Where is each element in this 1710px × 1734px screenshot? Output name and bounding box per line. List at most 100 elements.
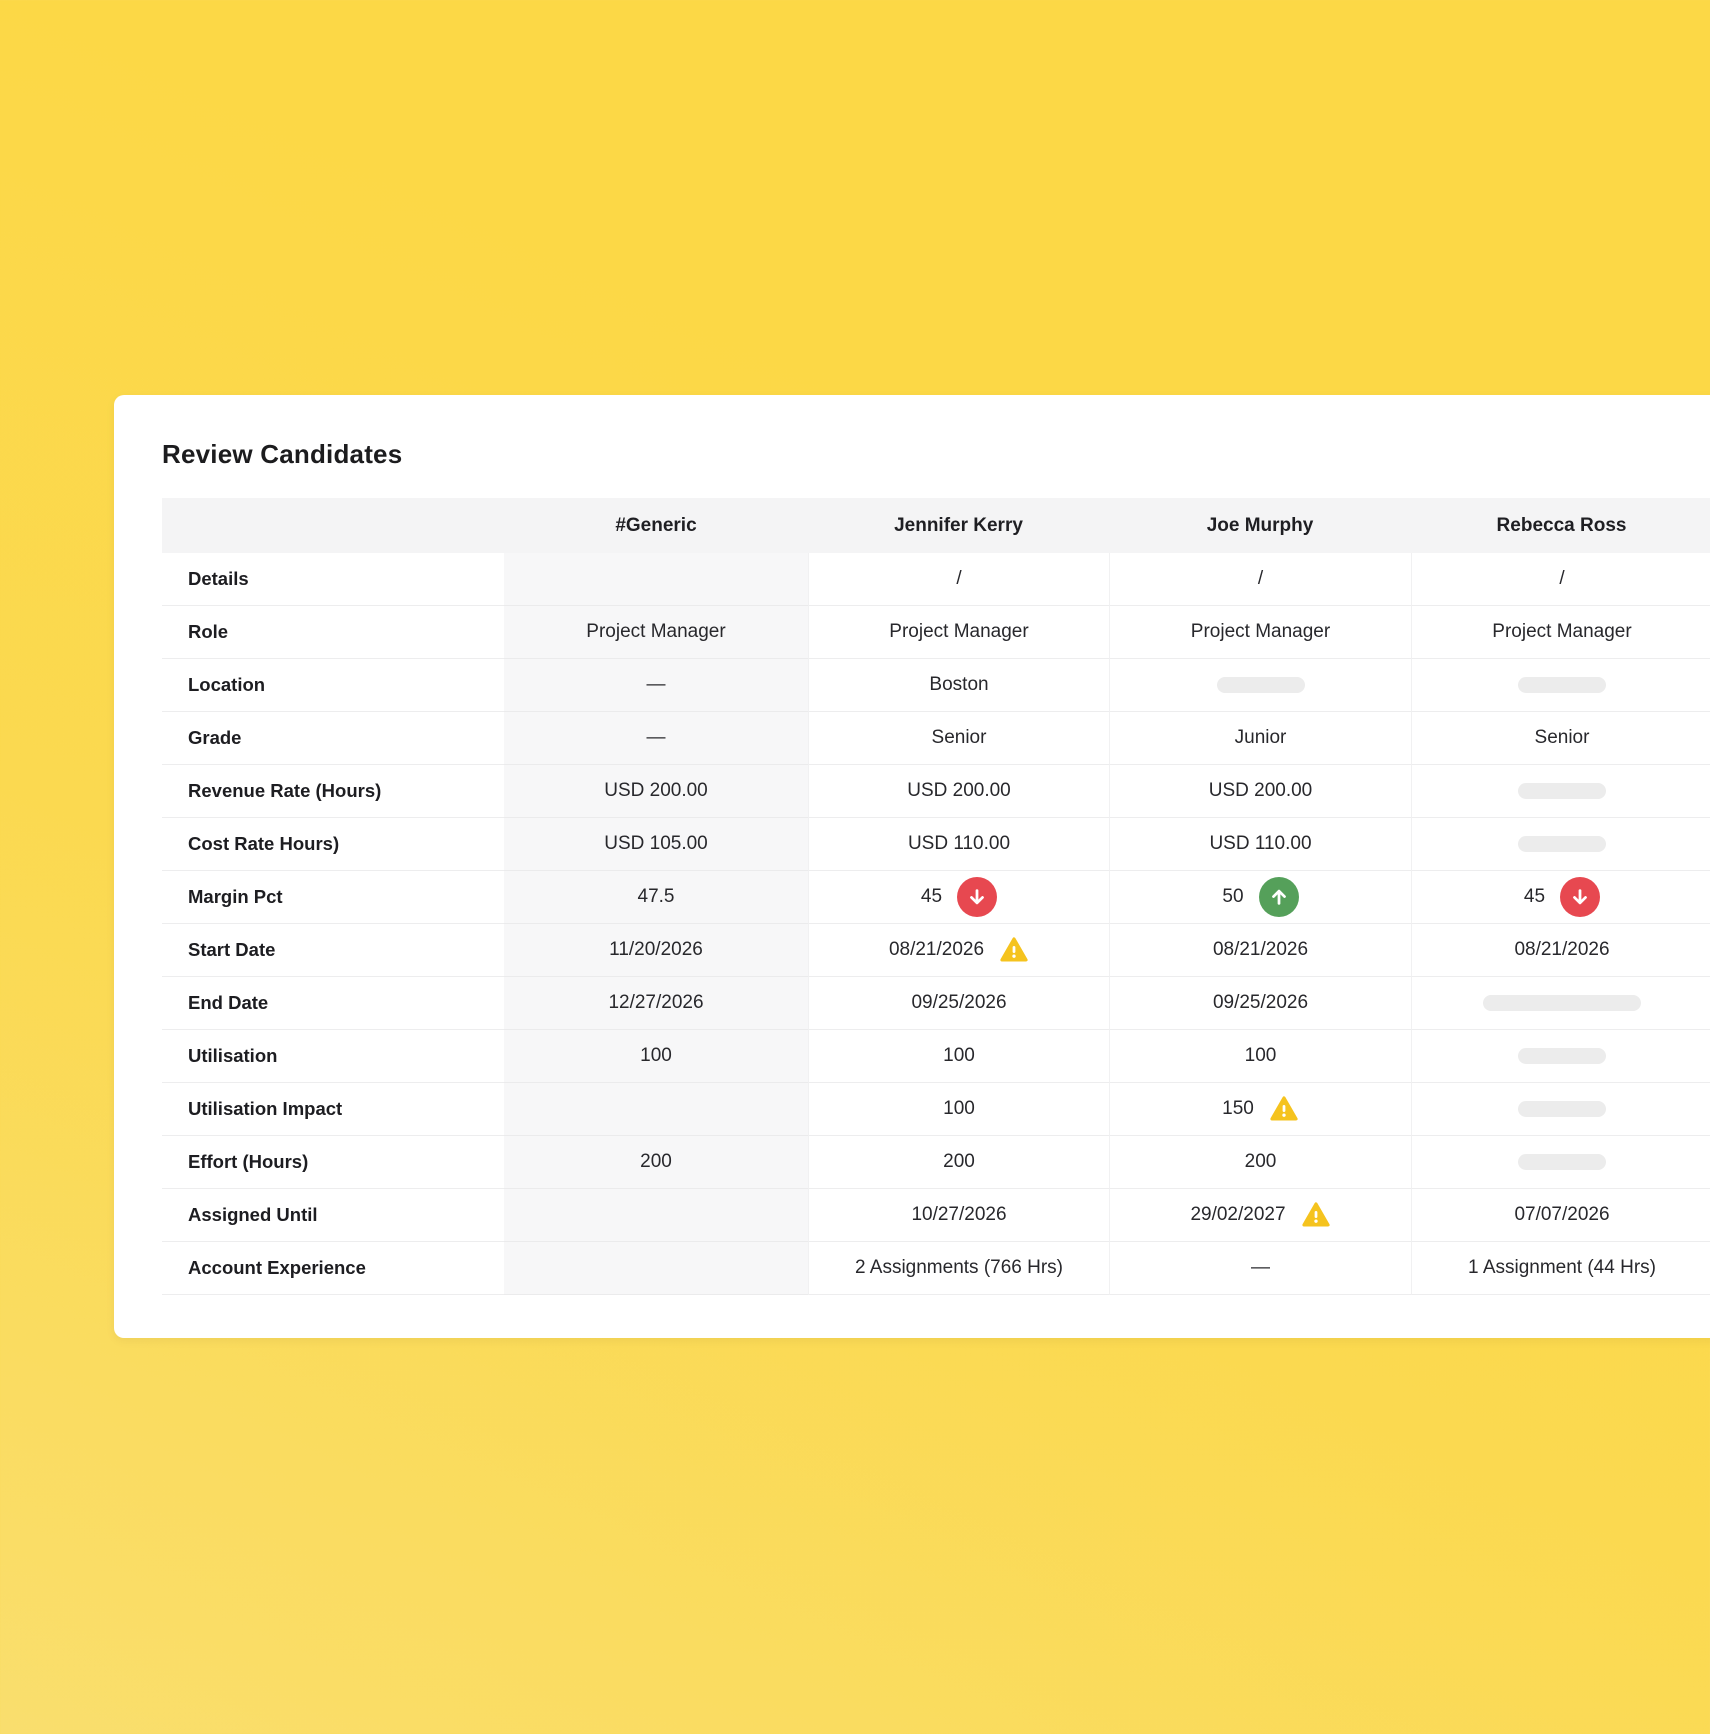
cell-value: 100 (640, 1045, 672, 1066)
cell-end-date-joe-murphy: 09/25/2026 (1109, 977, 1411, 1030)
cell-location-jennifer-kerry: Boston (808, 659, 1109, 712)
cell-value-group: 100 (943, 1098, 975, 1120)
cell-role-rebecca-ross: Project Manager (1411, 606, 1710, 659)
details-link[interactable]: / (1257, 568, 1264, 589)
cell-revenue-rate-hours-joe-murphy: USD 200.00 (1109, 765, 1411, 818)
cell-value-group: USD 200.00 (1209, 780, 1313, 802)
cell-value-group: 100 (640, 1045, 672, 1067)
row-label: Utilisation Impact (188, 1098, 343, 1119)
cell-value-group: 07/07/2026 (1514, 1204, 1609, 1226)
cell-assigned-until-generic (504, 1189, 808, 1242)
cell-utilisation-impact-jennifer-kerry: 100 (808, 1083, 1109, 1136)
row-label: Grade (188, 727, 242, 748)
cell-end-date-generic: 12/27/2026 (504, 977, 808, 1030)
cell-margin-pct-jennifer-kerry: 45 (808, 871, 1109, 924)
cell-value-group: 200 (943, 1151, 975, 1173)
row-label: Cost Rate Hours) (188, 833, 340, 854)
cell-start-date-generic: 11/20/2026 (504, 924, 808, 977)
cell-value-group: 1 Assignment (44 Hrs) (1468, 1257, 1656, 1279)
warning-icon[interactable] (999, 935, 1029, 965)
cell-value: 100 (943, 1045, 975, 1066)
row-label: Role (188, 621, 229, 642)
cell-value: — (1251, 1257, 1270, 1278)
cell-value: 100 (1244, 1045, 1277, 1066)
cell-grade-jennifer-kerry: Senior (808, 712, 1109, 765)
cell-cost-rate-hours-generic: USD 105.00 (504, 818, 808, 871)
cell-value-group: Project Manager (586, 621, 725, 643)
cell-utilisation-joe-murphy: 100 (1109, 1030, 1411, 1083)
cell-value-group: 08/21/2026 (1213, 939, 1308, 961)
row-label-details: Details (162, 553, 504, 606)
cell-value: Project Manager (889, 621, 1029, 642)
cell-value-group: Project Manager (1191, 621, 1330, 643)
row-label-start-date: Start Date (162, 924, 504, 977)
cell-value-group: 150 (1222, 1094, 1299, 1124)
cell-grade-generic: — (504, 712, 808, 765)
cell-value: 200 (640, 1151, 672, 1172)
cell-cost-rate-hours-jennifer-kerry: USD 110.00 (808, 818, 1109, 871)
warning-icon[interactable] (1269, 1094, 1299, 1124)
row-label: Effort (Hours) (188, 1151, 309, 1172)
cell-utilisation-generic: 100 (504, 1030, 808, 1083)
row-label-margin-pct: Margin Pct (162, 871, 504, 924)
cell-value: 200 (1244, 1151, 1277, 1172)
skeleton-placeholder (1483, 995, 1641, 1011)
cell-assigned-until-jennifer-kerry: 10/27/2026 (808, 1189, 1109, 1242)
cell-value-group: USD 200.00 (907, 780, 1011, 802)
cell-value-group: 200 (640, 1151, 672, 1173)
cell-value: 08/21/2026 (1212, 939, 1309, 960)
cell-value: 1 Assignment (44 Hrs) (1468, 1257, 1656, 1278)
cell-margin-pct-generic: 47.5 (504, 871, 808, 924)
cell-revenue-rate-hours-jennifer-kerry: USD 200.00 (808, 765, 1109, 818)
column-header-generic: #Generic (504, 498, 808, 553)
cell-value: 150 (1222, 1098, 1254, 1119)
cell-grade-joe-murphy: Junior (1109, 712, 1411, 765)
cell-value: 200 (943, 1151, 975, 1172)
cell-value-group: 50 (1222, 877, 1299, 917)
cell-value-group: 100 (1245, 1045, 1277, 1067)
cell-effort-hours-joe-murphy: 200 (1109, 1136, 1411, 1189)
row-label-grade: Grade (162, 712, 504, 765)
cell-value-group: 12/27/2026 (608, 992, 703, 1014)
cell-grade-rebecca-ross: Senior (1411, 712, 1710, 765)
cell-revenue-rate-hours-generic: USD 200.00 (504, 765, 808, 818)
cell-assigned-until-joe-murphy: 29/02/2027 (1109, 1189, 1411, 1242)
cell-revenue-rate-hours-rebecca-ross (1411, 765, 1710, 818)
arrow-down-circle-icon (957, 877, 998, 917)
cell-value: USD 105.00 (604, 833, 708, 854)
cell-value-group: / (1258, 568, 1263, 590)
cell-value: USD 110.00 (1209, 833, 1312, 854)
cell-value: Junior (1234, 727, 1287, 748)
cell-details-joe-murphy[interactable]: / (1109, 553, 1411, 606)
cell-role-generic: Project Manager (504, 606, 808, 659)
cell-value-group: 09/25/2026 (911, 992, 1006, 1014)
cell-value: 09/25/2026 (1212, 992, 1309, 1013)
cell-value-group: USD 200.00 (604, 780, 708, 802)
cell-value: 10/27/2026 (911, 1204, 1007, 1225)
cell-start-date-rebecca-ross: 08/21/2026 (1411, 924, 1710, 977)
cell-value-group: 10/27/2026 (911, 1204, 1006, 1226)
column-header-jennifer-kerry: Jennifer Kerry (808, 498, 1109, 553)
skeleton-placeholder (1518, 677, 1606, 693)
cell-details-rebecca-ross[interactable]: / (1411, 553, 1710, 606)
row-label-role: Role (162, 606, 504, 659)
details-link[interactable]: / (1559, 568, 1565, 589)
cell-value: 08/21/2026 (888, 939, 985, 960)
cell-value-group: Boston (929, 674, 988, 696)
details-link[interactable]: / (956, 568, 962, 589)
cell-value-group: 09/25/2026 (1213, 992, 1308, 1014)
cell-value-group: — (1251, 1257, 1270, 1279)
row-label-revenue-rate-hours: Revenue Rate (Hours) (162, 765, 504, 818)
cell-cost-rate-hours-joe-murphy: USD 110.00 (1109, 818, 1411, 871)
cell-value-group: 2 Assignments (766 Hrs) (855, 1257, 1063, 1279)
cell-utilisation-rebecca-ross (1411, 1030, 1710, 1083)
cell-value: USD 200.00 (604, 780, 708, 801)
warning-icon[interactable] (1301, 1200, 1331, 1230)
cell-value: Senior (1534, 727, 1590, 748)
row-label: Details (188, 568, 249, 589)
cell-account-experience-rebecca-ross: 1 Assignment (44 Hrs) (1411, 1242, 1710, 1295)
cell-details-jennifer-kerry[interactable]: / (808, 553, 1109, 606)
cell-value-group: Senior (1535, 727, 1590, 749)
row-label-assigned-until: Assigned Until (162, 1189, 504, 1242)
cell-value: 07/07/2026 (1514, 1204, 1610, 1225)
